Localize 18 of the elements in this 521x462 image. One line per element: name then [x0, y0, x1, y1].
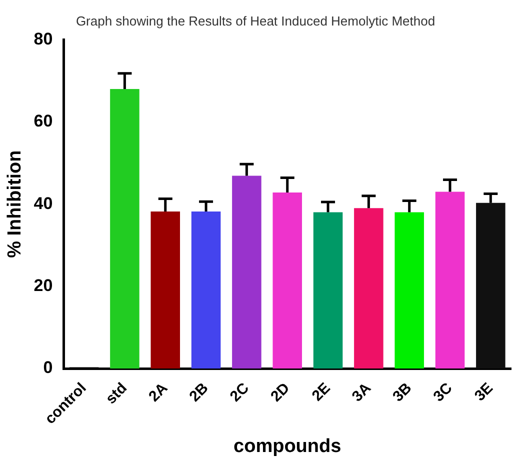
x-tick-label: 2E: [308, 380, 334, 405]
x-tick-label: 3B: [390, 380, 416, 406]
x-axis-title: compounds: [234, 436, 342, 457]
y-axis-title: % Inhibition: [4, 150, 26, 258]
x-tick-label: 2B: [186, 380, 212, 406]
x-tick-label: 3E: [471, 380, 496, 405]
y-tick-label: 40: [34, 194, 53, 213]
x-tick-label: 2A: [146, 380, 172, 406]
x-tick-label: 3A: [348, 380, 375, 406]
y-tick-label: 80: [34, 29, 53, 48]
x-tick-label: 3C: [430, 380, 456, 406]
x-tick-label: 2C: [226, 380, 253, 406]
y-tick-label: 0: [43, 358, 53, 378]
x-tick-label: std: [102, 380, 130, 408]
y-tick-label: 20: [34, 276, 53, 295]
x-tick-label: 2D: [268, 380, 294, 406]
y-tick-label: 60: [34, 112, 53, 131]
chart-title: Graph showing the Results of Heat Induced Hemolytic Method: [76, 13, 436, 28]
